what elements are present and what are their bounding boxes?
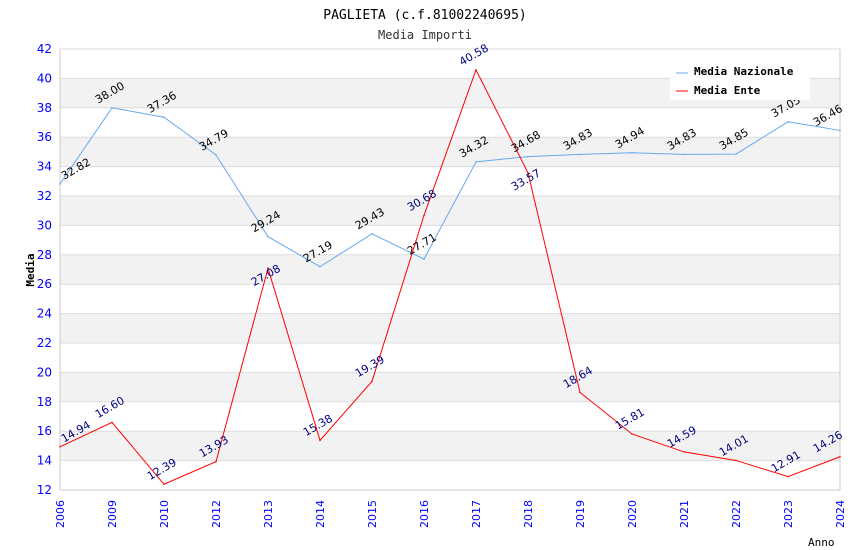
- data-point: [787, 475, 789, 478]
- data-point: [371, 380, 373, 383]
- legend-label-ente: Media Ente: [694, 84, 761, 97]
- data-point: [579, 153, 581, 156]
- data-point: [423, 214, 425, 217]
- y-tick-label: 22: [37, 336, 52, 350]
- x-tick-label: 2023: [782, 500, 795, 528]
- y-tick-label: 20: [37, 365, 52, 379]
- grid-band: [60, 372, 840, 402]
- data-point: [163, 116, 165, 119]
- x-tick-label: 2006: [54, 500, 67, 528]
- y-tick-label: 40: [37, 71, 52, 85]
- x-tick-label: 2020: [626, 500, 639, 528]
- y-tick-label: 34: [37, 160, 52, 174]
- data-point: [839, 455, 841, 458]
- data-point: [267, 267, 269, 270]
- grid-band: [60, 254, 840, 285]
- x-tick-label: 2019: [574, 500, 587, 528]
- data-point: [735, 459, 737, 462]
- series-line-ente: [59, 68, 841, 485]
- grid-band: [60, 313, 840, 343]
- x-tick-label: 2012: [210, 500, 223, 528]
- data-point: [111, 421, 113, 424]
- data-label: 33.57: [509, 167, 543, 194]
- y-tick-label: 28: [37, 248, 52, 262]
- chart-title: PAGLIETA (c.f.81002240695): [323, 8, 527, 23]
- y-tick-label: 32: [37, 189, 52, 203]
- data-point: [111, 107, 113, 109]
- data-point: [787, 120, 789, 123]
- data-point: [579, 391, 581, 394]
- data-point: [631, 151, 633, 154]
- x-tick-label: 2010: [158, 500, 171, 528]
- chart-subtitle: Media Importi: [378, 28, 472, 42]
- data-point: [735, 153, 737, 155]
- data-point: [319, 439, 321, 442]
- data-label: 27.71: [405, 231, 439, 258]
- data-point: [215, 154, 217, 156]
- y-tick-label: 30: [37, 218, 52, 232]
- x-tick-label: 2017: [470, 500, 483, 528]
- y-tick-label: 12: [37, 483, 52, 497]
- data-point: [215, 460, 217, 463]
- data-point: [423, 258, 425, 260]
- data-point: [267, 235, 269, 238]
- x-tick-label: 2014: [314, 500, 327, 528]
- x-tick-label: 2009: [106, 500, 119, 528]
- y-tick-label: 18: [37, 395, 52, 409]
- series-line-nazionale: [59, 107, 841, 268]
- y-tick-label: 38: [37, 101, 52, 115]
- y-tick-label: 42: [37, 42, 52, 56]
- x-tick-label: 2013: [262, 500, 275, 528]
- data-point: [475, 161, 477, 163]
- data-label: 40.58: [457, 41, 491, 68]
- x-tick-label: 2021: [678, 500, 691, 528]
- data-point: [839, 129, 841, 132]
- x-tick-label: 2018: [522, 500, 535, 528]
- data-point: [683, 153, 685, 156]
- x-tick-label: 2015: [366, 500, 379, 528]
- data-point: [319, 265, 321, 268]
- x-tick-label: 2016: [418, 500, 431, 528]
- data-point: [527, 172, 529, 174]
- data-label: 15.81: [613, 406, 647, 433]
- y-tick-label: 26: [37, 277, 52, 291]
- data-point: [527, 155, 529, 158]
- x-axis-label: Anno: [808, 536, 835, 549]
- legend: Media Nazionale Media Ente: [670, 60, 810, 100]
- x-tick-label: 2024: [834, 500, 847, 528]
- data-point: [371, 232, 373, 235]
- y-tick-label: 16: [37, 424, 52, 438]
- y-axis-label: Media: [24, 253, 37, 286]
- y-tick-label: 36: [37, 130, 52, 144]
- legend-label-nazionale: Media Nazionale: [694, 65, 794, 78]
- data-point: [59, 183, 61, 185]
- data-point: [631, 433, 633, 435]
- y-tick-label: 14: [37, 454, 52, 468]
- data-point: [683, 451, 685, 453]
- data-point: [59, 445, 61, 448]
- x-tick-label: 2022: [730, 500, 743, 528]
- data-point: [163, 483, 165, 486]
- data-point: [475, 69, 477, 71]
- y-tick-label: 24: [37, 307, 52, 321]
